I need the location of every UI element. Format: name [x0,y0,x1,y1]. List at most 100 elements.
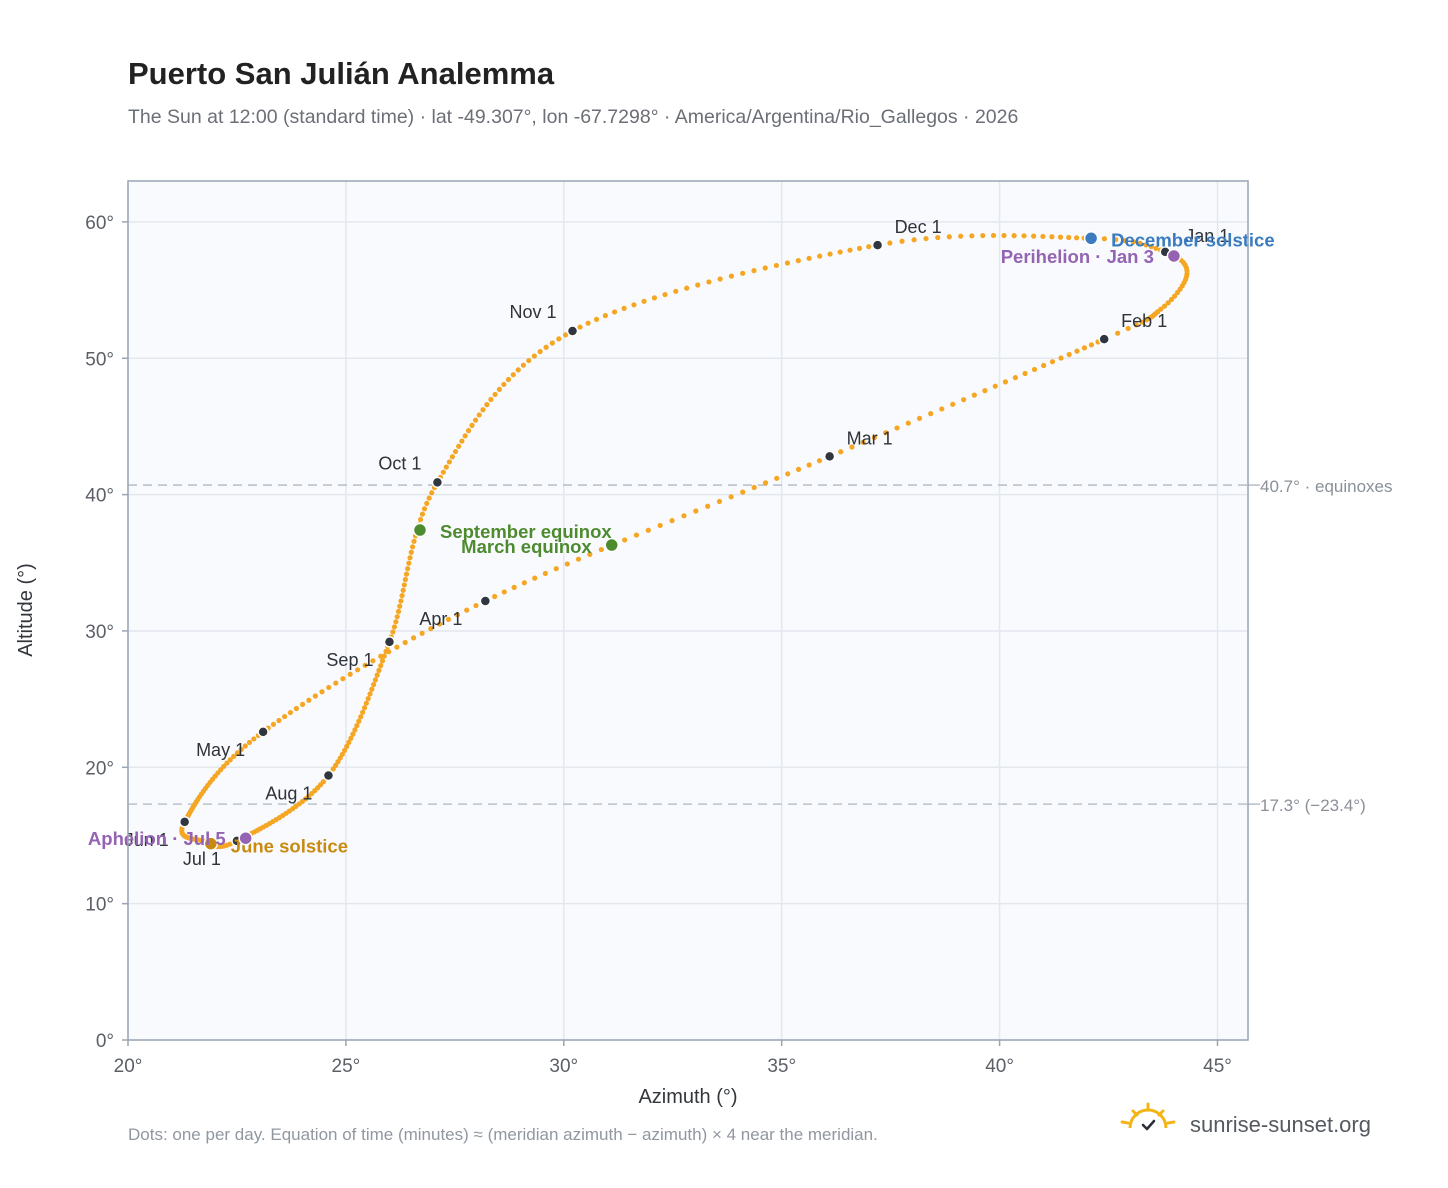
month-marker [178,816,191,828]
daily-sun-dot [1153,245,1159,251]
daily-sun-dot [611,309,618,315]
daily-sun-dot [452,448,459,455]
daily-sun-dot [293,705,299,712]
daily-sun-dot [1073,235,1080,241]
daily-sun-dot [379,658,386,664]
month-label: Sep 1 [326,650,373,670]
daily-sun-dot [480,407,486,413]
daily-sun-dot [446,459,452,465]
event-label: Perihelion · Jan 3 [1001,246,1154,267]
daily-sun-dot [401,582,407,588]
event-marker [203,836,219,851]
daily-sun-dot [651,295,658,301]
daily-sun-dot [740,270,746,276]
daily-sun-dot [795,466,802,472]
daily-sun-dot [372,677,379,683]
chart-title: Puerto San Julián Analemma [128,56,555,91]
x-tick-label: 35° [767,1056,796,1077]
daily-sun-dot [407,555,413,561]
daily-sun-dot [428,626,434,632]
daily-sun-dot [871,434,878,441]
daily-sun-dot [526,357,532,364]
daily-sun-dot [456,443,462,449]
event-label: September equinox [440,521,612,542]
daily-sun-dot [883,430,889,436]
y-tick-label: 0° [96,1031,114,1052]
daily-sun-dot [238,746,244,753]
daily-sun-dot [410,635,417,641]
brand-name: sunrise-sunset.org [1190,1112,1371,1137]
daily-sun-dot [361,705,368,711]
daily-sun-dot [971,392,977,398]
month-marker [383,636,396,648]
daily-sun-dot [1058,355,1064,361]
daily-sun-dot [484,402,490,408]
daily-sun-dot [762,265,768,271]
daily-sun-dot [785,471,791,477]
event-label: June solstice [231,836,348,857]
daily-sun-dot [911,237,917,243]
daily-sun-dot [1066,234,1072,241]
month-marker [431,476,444,489]
daily-sun-dot [473,602,479,609]
month-markers: Jan 1 Feb 1 Mar 1 Apr 1 May 1 Jun 1 Jul 1 Aug 1… [125,217,1230,869]
daily-sun-dot [564,561,570,567]
x-tick-label: 20° [114,1056,143,1077]
daily-sun-dot [360,709,366,715]
y-tick-label: 20° [85,758,114,779]
reference-line-label: 40.7° · equinoxes [1260,477,1393,496]
daily-sun-dot [935,234,941,241]
daily-sun-dot [370,658,376,664]
daily-sun-dot [928,411,934,417]
daily-sun-dot [669,518,675,524]
daily-sun-dot [402,639,408,646]
daily-sun-dot [399,593,405,599]
daily-sun-dot [341,747,348,754]
daily-sun-dot [1022,370,1028,377]
month-marker [566,325,579,337]
daily-sun-dot [706,279,712,285]
event-marker [1083,231,1099,246]
daily-sun-dot [1165,300,1171,306]
daily-sun-dot [246,739,253,746]
daily-sun-dot [673,288,679,294]
daily-sun-dot [347,671,353,677]
event-marker [1166,248,1182,264]
daily-sun-dot [393,619,399,625]
x-tick-label: 40° [985,1056,1014,1077]
daily-sun-dot [398,598,404,604]
daily-sun-dot [899,238,905,244]
daily-sun-dot [542,570,548,577]
daily-sun-dot [905,420,911,426]
daily-sun-dot [408,549,414,555]
daily-sun-dot [860,439,866,445]
daily-sun-dot [390,629,396,635]
daily-sun-dot [641,298,647,304]
daily-sun-dot [1081,345,1088,351]
event-marker [412,522,428,538]
daily-sun-dot [362,662,368,668]
daily-sun-dot [575,556,582,562]
daily-sun-dot [657,522,663,529]
daily-sun-dot [633,532,640,538]
daily-sun-dot [436,621,443,627]
daily-sun-dot [762,480,769,486]
x-tick-label: 45° [1203,1056,1232,1077]
daily-sun-dot [950,401,956,407]
sun-check-icon [1120,1102,1176,1131]
daily-sun-dot [409,544,416,550]
daily-sun-dot [1143,242,1149,248]
daily-sun-dot [472,417,479,423]
y-tick-label: 40° [85,486,114,507]
daily-sun-dot [1133,322,1139,328]
daily-sun-dot [622,537,628,543]
daily-sun-dot [242,743,248,749]
daily-sun-dot [234,750,241,756]
daily-sun-dot [1011,233,1017,239]
daily-sun-dot [281,713,288,720]
daily-sun-dot [276,717,282,724]
daily-sun-dot [1115,330,1121,336]
daily-sun-dot [464,607,470,613]
daily-sun-dot [469,422,475,428]
